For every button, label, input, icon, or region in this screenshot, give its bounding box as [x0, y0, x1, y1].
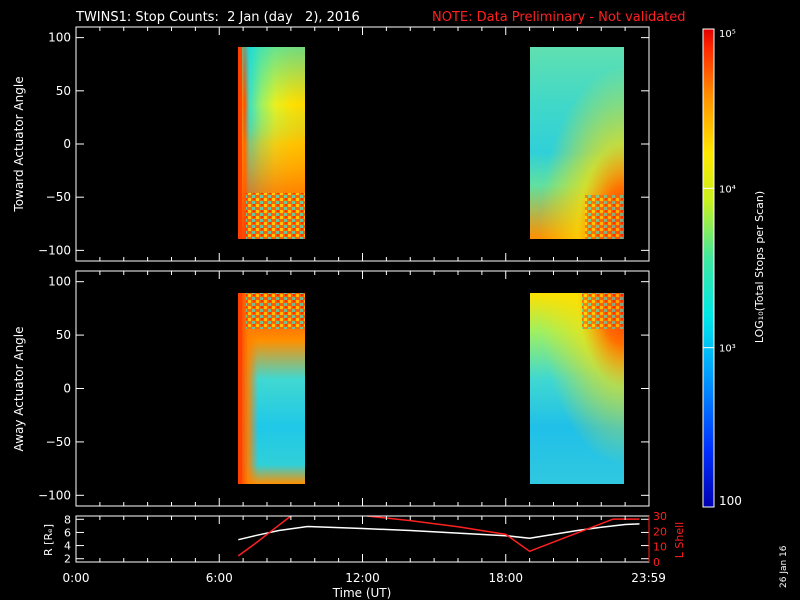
time-axis-ticks: 0:00 6:00 12:00 18:00 23:59: [63, 571, 666, 585]
colorbar-tick-label: 10⁵: [719, 29, 736, 40]
ytick-label: −100: [38, 488, 71, 502]
ytick-label: 2: [64, 553, 71, 566]
date-stamp: 26 Jan 16: [779, 545, 789, 588]
toward-panel: Toward Actuator Angle 100 50 0 −50 −100: [12, 26, 650, 262]
away-data-block-1: [238, 293, 305, 484]
preliminary-note: NOTE: Data Preliminary - Not validated: [432, 10, 686, 25]
xtick-label: 23:59: [631, 571, 666, 585]
orbit-ylabel: R [Rₑ]: [42, 524, 55, 556]
xlabel: Time (UT): [332, 586, 392, 600]
xtick-label: 12:00: [345, 571, 380, 585]
ytick-label: 50: [56, 328, 71, 342]
colorbar-ticks: 100 10³ 10⁴ 10⁵: [703, 28, 742, 508]
toward-data-block-2: [530, 47, 624, 239]
xtick-label: 18:00: [488, 571, 523, 585]
ytick-label: −50: [46, 435, 71, 449]
colorbar-tick-label: 100: [719, 494, 742, 508]
toward-ylabel: Toward Actuator Angle: [12, 76, 26, 212]
away-panel: Away Actuator Angle 100 50 0 −50 −100: [12, 270, 650, 507]
ytick-label: −50: [46, 190, 71, 204]
xtick-label: 6:00: [206, 571, 233, 585]
ytick-label: −100: [38, 243, 71, 257]
away-yaxis-ticks: 100 50 0 −50 −100: [38, 271, 650, 506]
ytick-label: 0: [63, 382, 71, 396]
series-line-lshell-1: [237, 515, 292, 557]
y2tick-label: 30: [653, 510, 667, 523]
ytick-label: 0: [63, 137, 71, 151]
away-ylabel: Away Actuator Angle: [12, 326, 26, 451]
colorbar-label: LOG₁₀(Total Stops per Scan): [753, 191, 766, 343]
colorbar-gradient: [702, 28, 715, 508]
orbit-y2axis-ticks: 30 20 10 0: [648, 510, 667, 569]
away-data-block-2: [530, 293, 624, 484]
xtick-label: 0:00: [63, 571, 90, 585]
orbit-lines: [237, 515, 640, 557]
ytick-label: 6: [64, 526, 71, 539]
ytick-label: 100: [48, 31, 71, 45]
ytick-label: 50: [56, 84, 71, 98]
series-line-lshell-2: [367, 515, 640, 553]
y2tick-label: 10: [653, 541, 667, 554]
orbit-y2label: L Shell: [673, 522, 686, 558]
y2tick-label: 0: [653, 556, 660, 569]
colorbar-tick-label: 10³: [719, 344, 736, 355]
ytick-label: 100: [48, 275, 71, 289]
toward-data-block-1: [238, 47, 305, 239]
ytick-label: 4: [64, 540, 71, 553]
title: TWINS1: Stop Counts: 2 Jan (day 2), 2016: [75, 10, 360, 25]
y2tick-label: 20: [653, 525, 667, 538]
series-line-radius-0: [238, 523, 640, 541]
toward-yaxis-ticks: 100 50 0 −50 −100: [38, 27, 650, 261]
ytick-label: 8: [64, 513, 71, 526]
colorbar-tick-label: 10⁴: [719, 184, 736, 195]
colorbar: 100 10³ 10⁴ 10⁵ LOG₁₀(Total Stops per Scan): [702, 28, 766, 508]
